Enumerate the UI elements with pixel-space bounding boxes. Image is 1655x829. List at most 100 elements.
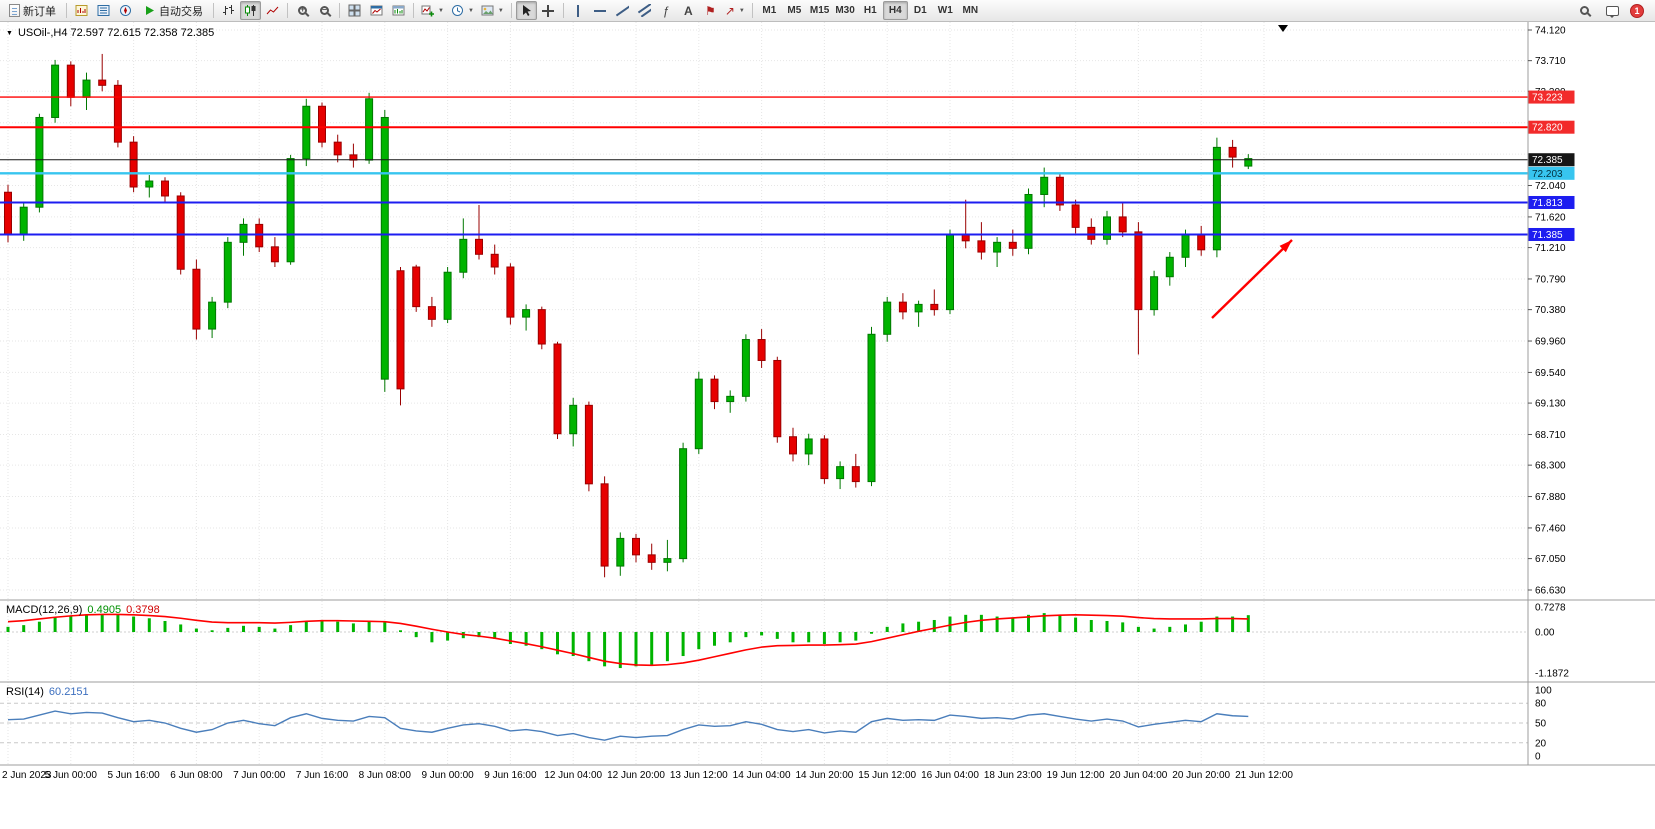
candle-body[interactable] xyxy=(255,223,264,248)
candle-body[interactable] xyxy=(616,537,625,567)
trendline-button[interactable] xyxy=(612,1,633,20)
candle-body[interactable] xyxy=(679,448,688,560)
candle-body[interactable] xyxy=(427,306,436,320)
candle-body[interactable] xyxy=(1024,193,1033,249)
candle-body[interactable] xyxy=(66,64,75,98)
new-order-button[interactable]: 新订单 xyxy=(3,1,62,20)
candle-body[interactable] xyxy=(113,84,122,143)
candle-body[interactable] xyxy=(192,268,201,330)
tile-windows-button[interactable] xyxy=(344,1,365,20)
candle-body[interactable] xyxy=(1212,146,1221,251)
candle-body[interactable] xyxy=(726,395,735,403)
candle-body[interactable] xyxy=(98,79,107,86)
candle-body[interactable] xyxy=(584,404,593,485)
candle-body[interactable] xyxy=(789,436,797,455)
candle-body[interactable] xyxy=(490,253,499,268)
candle-body[interactable] xyxy=(4,191,12,236)
timeframe-button-M15[interactable]: M15 xyxy=(807,1,832,20)
candlestick-type-button[interactable] xyxy=(240,1,261,20)
candle-body[interactable] xyxy=(820,438,829,480)
chart-shift-marker[interactable] xyxy=(1278,25,1288,32)
candle-body[interactable] xyxy=(836,466,845,480)
candle-body[interactable] xyxy=(1040,176,1049,195)
fibonacci-button[interactable]: ƒ xyxy=(656,1,677,20)
timeframe-button-M1[interactable]: M1 xyxy=(757,1,782,20)
timeframe-button-M5[interactable]: M5 xyxy=(782,1,807,20)
timeframe-button-D1[interactable]: D1 xyxy=(908,1,933,20)
candle-body[interactable] xyxy=(318,105,326,143)
candle-body[interactable] xyxy=(757,339,766,361)
candle-body[interactable] xyxy=(475,238,483,255)
candle-body[interactable] xyxy=(223,241,232,303)
candle-body[interactable] xyxy=(270,246,279,263)
candle-body[interactable] xyxy=(851,466,860,483)
candle-body[interactable] xyxy=(632,537,640,556)
chat-button[interactable] xyxy=(1602,1,1623,20)
vertical-line-button[interactable] xyxy=(568,1,589,20)
candle-body[interactable] xyxy=(694,378,703,450)
candle-body[interactable] xyxy=(804,438,813,455)
candle-body[interactable] xyxy=(1150,276,1159,311)
text-button[interactable]: A xyxy=(678,1,699,20)
candle-body[interactable] xyxy=(600,483,609,567)
candle-body[interactable] xyxy=(993,241,1002,253)
candle-body[interactable] xyxy=(1118,216,1127,233)
candle-body[interactable] xyxy=(663,558,672,563)
candle-body[interactable] xyxy=(286,158,295,263)
data-window-button[interactable] xyxy=(93,1,114,20)
label-button[interactable]: ⚑ xyxy=(700,1,721,20)
profiles-button[interactable] xyxy=(388,1,409,20)
candle-body[interactable] xyxy=(553,343,562,435)
candle-body[interactable] xyxy=(914,303,923,313)
candle-body[interactable] xyxy=(1087,226,1096,240)
timeframe-button-MN[interactable]: MN xyxy=(958,1,983,20)
candle-body[interactable] xyxy=(19,206,28,236)
candle-body[interactable] xyxy=(647,554,656,563)
candle-body[interactable] xyxy=(365,98,374,161)
candle-body[interactable] xyxy=(710,378,719,403)
candle-body[interactable] xyxy=(333,141,342,156)
candle-body[interactable] xyxy=(1181,234,1190,258)
candle-body[interactable] xyxy=(443,271,452,320)
candle-body[interactable] xyxy=(412,266,421,308)
templates-button[interactable]: ▼ xyxy=(478,1,507,20)
cursor-button[interactable] xyxy=(515,1,537,20)
crosshair-button[interactable] xyxy=(538,1,559,20)
candle-body[interactable] xyxy=(867,333,876,483)
trend-arrow[interactable] xyxy=(1211,239,1293,319)
candle-body[interactable] xyxy=(302,105,311,160)
new-chart-button[interactable] xyxy=(366,1,387,20)
chart-window[interactable]: 74.12073.71073.30072.04071.62071.21070.7… xyxy=(0,22,1655,829)
price-chart-canvas[interactable]: 74.12073.71073.30072.04071.62071.21070.7… xyxy=(0,22,1655,829)
candle-body[interactable] xyxy=(380,116,389,380)
timeframe-button-H1[interactable]: H1 xyxy=(858,1,883,20)
candle-body[interactable] xyxy=(51,64,60,118)
candle-body[interactable] xyxy=(1055,176,1064,206)
search-button[interactable] xyxy=(1574,1,1595,20)
candle-body[interactable] xyxy=(129,141,138,188)
indicators-button[interactable]: ▼ xyxy=(418,1,447,20)
channel-button[interactable] xyxy=(634,1,655,20)
candle-body[interactable] xyxy=(35,116,44,208)
zoom-out-button[interactable] xyxy=(314,1,335,20)
candle-body[interactable] xyxy=(946,234,954,311)
horizontal-line-button[interactable] xyxy=(590,1,611,20)
line-chart-type-button[interactable] xyxy=(262,1,283,20)
candle-body[interactable] xyxy=(537,309,546,345)
candle-body[interactable] xyxy=(208,301,217,330)
candle-body[interactable] xyxy=(522,309,531,318)
candle-body[interactable] xyxy=(396,270,405,390)
candle-body[interactable] xyxy=(773,359,782,438)
candle-body[interactable] xyxy=(930,303,939,311)
candle-body[interactable] xyxy=(506,266,515,318)
candle-body[interactable] xyxy=(161,180,169,197)
timeframe-button-M30[interactable]: M30 xyxy=(832,1,857,20)
candle-body[interactable] xyxy=(176,195,185,270)
zoom-in-button[interactable] xyxy=(292,1,313,20)
arrows-button[interactable]: ↗ ▼ xyxy=(722,1,748,20)
candle-body[interactable] xyxy=(1134,231,1143,311)
candle-body[interactable] xyxy=(569,404,578,435)
candle-body[interactable] xyxy=(741,339,750,397)
candle-body[interactable] xyxy=(977,240,986,253)
candle-body[interactable] xyxy=(961,234,970,242)
